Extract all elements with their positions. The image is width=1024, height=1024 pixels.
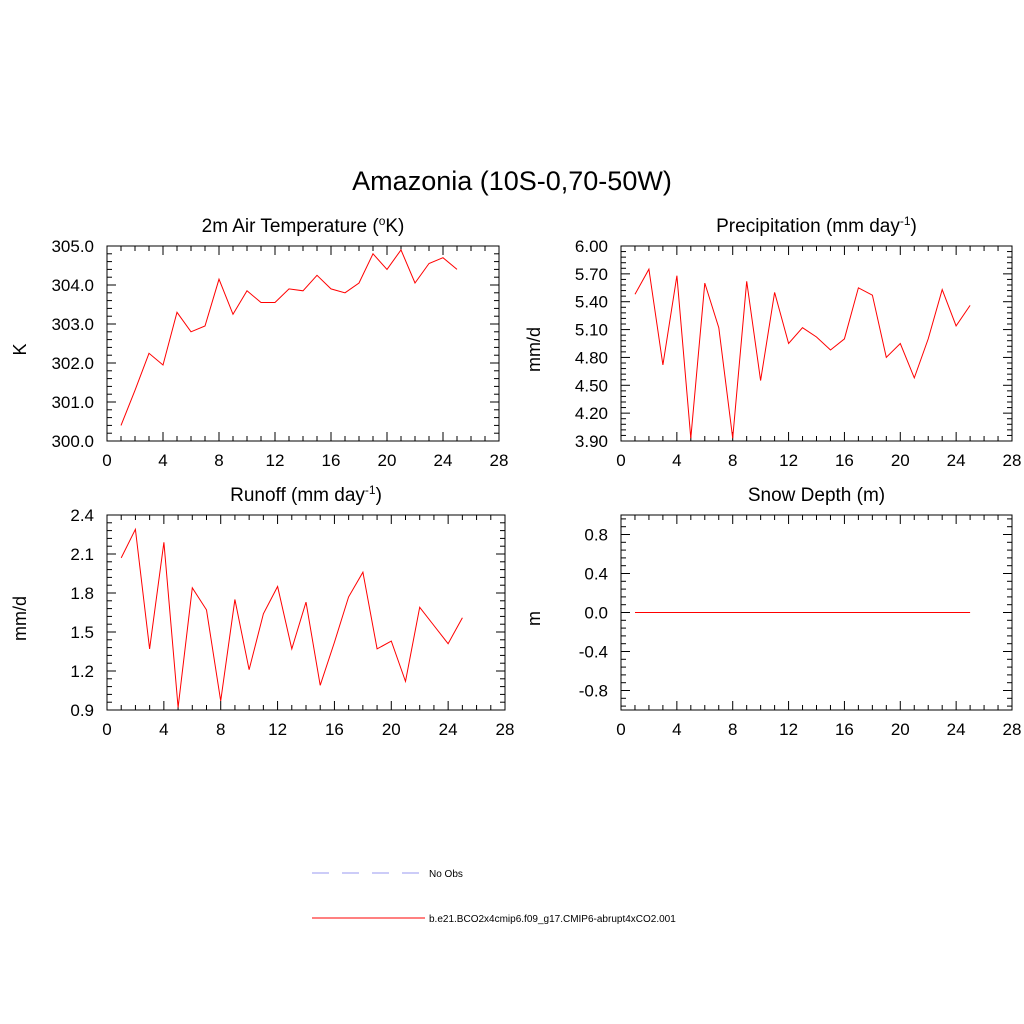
x-tick-label: 8 bbox=[728, 451, 737, 470]
y-axis-label: m bbox=[524, 611, 544, 626]
y-tick-label: 305.0 bbox=[51, 237, 94, 256]
y-tick-label: 0.4 bbox=[584, 565, 608, 584]
x-tick-label: 0 bbox=[616, 720, 625, 739]
x-tick-label: 24 bbox=[947, 720, 966, 739]
y-tick-label: 5.40 bbox=[575, 293, 608, 312]
y-axis-label: mm/d bbox=[524, 327, 544, 372]
y-tick-label: 4.20 bbox=[575, 404, 608, 423]
panel-title: Runoff (mm day-1) bbox=[230, 483, 382, 506]
y-tick-label: 2.1 bbox=[70, 545, 94, 564]
x-tick-label: 8 bbox=[216, 720, 225, 739]
y-tick-label: 6.00 bbox=[575, 237, 608, 256]
x-tick-label: 16 bbox=[835, 451, 854, 470]
chart-panel-2: Precipitation (mm day-1) 0 4 8 12 16 20 24 28 3.9… bbox=[524, 214, 1021, 470]
y-tick-label: 0.8 bbox=[584, 526, 608, 545]
plot-frame bbox=[620, 245, 1013, 442]
x-tick-label: 24 bbox=[439, 720, 458, 739]
x-tick-label: 12 bbox=[779, 720, 798, 739]
y-tick-label: 302.0 bbox=[51, 354, 94, 373]
legend-label-1: No Obs bbox=[429, 869, 463, 880]
x-tick-label: 4 bbox=[159, 720, 168, 739]
x-tick-label: 20 bbox=[382, 720, 401, 739]
y-tick-label: -0.8 bbox=[579, 682, 608, 701]
legend-label-2: b.e21.BCO2x4cmip6.f09_g17.CMIP6-abrupt4x… bbox=[429, 914, 676, 925]
chart-panel-3: Runoff (mm day-1) 0 4 8 12 16 20 24 28 0.9 1.2 1.5 1… bbox=[10, 483, 514, 739]
x-tick-label: 12 bbox=[268, 720, 287, 739]
chart-panel-1: 2m Air Temperature (oK) 0 4 8 12 16 20 24 28 300.… bbox=[10, 214, 508, 470]
x-tick-label: 20 bbox=[891, 720, 910, 739]
figure-title: Amazonia (10S-0,70-50W) bbox=[352, 166, 672, 196]
y-tick-label: 301.0 bbox=[51, 393, 94, 412]
series-line bbox=[120, 248, 458, 426]
panels: 2m Air Temperature (oK) 0 4 8 12 16 20 24 28 300.… bbox=[10, 214, 1021, 739]
x-tick-label: 28 bbox=[496, 720, 515, 739]
x-tick-label: 0 bbox=[102, 451, 111, 470]
x-tick-label: 28 bbox=[1003, 720, 1022, 739]
x-tick-label: 28 bbox=[1003, 451, 1022, 470]
x-tick-label: 8 bbox=[214, 451, 223, 470]
plot-frame bbox=[106, 245, 500, 442]
y-tick-label: 5.10 bbox=[575, 321, 608, 340]
x-tick-label: 4 bbox=[672, 451, 681, 470]
x-tick-label: 16 bbox=[322, 451, 341, 470]
y-tick-label: 4.80 bbox=[575, 348, 608, 367]
x-tick-label: 4 bbox=[158, 451, 167, 470]
x-tick-label: 28 bbox=[490, 451, 509, 470]
y-tick-label: 1.2 bbox=[70, 662, 94, 681]
x-tick-label: 24 bbox=[434, 451, 453, 470]
x-tick-label: 8 bbox=[728, 720, 737, 739]
chart-panel-4: Snow Depth (m) 0 4 8 12 16 20 24 28 -0.8 -0.4 0.0 0.… bbox=[524, 485, 1021, 739]
y-tick-label: 0.0 bbox=[584, 604, 608, 623]
y-tick-label: 303.0 bbox=[51, 315, 94, 334]
panel-title: Snow Depth (m) bbox=[748, 485, 885, 506]
legend: No Obs b.e21.BCO2x4cmip6.f09_g17.CMIP6-ab… bbox=[312, 869, 676, 925]
y-tick-label: 4.50 bbox=[575, 376, 608, 395]
y-tick-label: 5.70 bbox=[575, 265, 608, 284]
x-tick-label: 12 bbox=[266, 451, 285, 470]
y-axis-label: K bbox=[10, 343, 30, 355]
y-tick-label: 300.0 bbox=[51, 432, 94, 451]
x-tick-label: 24 bbox=[947, 451, 966, 470]
x-tick-label: 4 bbox=[672, 720, 681, 739]
x-tick-label: 16 bbox=[325, 720, 344, 739]
x-tick-label: 0 bbox=[102, 720, 111, 739]
series-line bbox=[120, 527, 463, 708]
panel-title: 2m Air Temperature (oK) bbox=[202, 214, 405, 237]
plot-frame bbox=[106, 514, 506, 711]
x-tick-label: 12 bbox=[779, 451, 798, 470]
x-tick-label: 20 bbox=[891, 451, 910, 470]
panel-title: Precipitation (mm day-1) bbox=[716, 214, 917, 237]
y-tick-label: 0.9 bbox=[70, 701, 94, 720]
y-axis-label: mm/d bbox=[10, 596, 30, 641]
y-tick-label: 304.0 bbox=[51, 276, 94, 295]
y-tick-label: -0.4 bbox=[579, 643, 608, 662]
y-tick-label: 3.90 bbox=[575, 432, 608, 451]
x-tick-label: 0 bbox=[616, 451, 625, 470]
x-tick-label: 16 bbox=[835, 720, 854, 739]
y-tick-label: 1.8 bbox=[70, 584, 94, 603]
x-tick-label: 20 bbox=[378, 451, 397, 470]
y-tick-label: 2.4 bbox=[70, 506, 94, 525]
y-tick-label: 1.5 bbox=[70, 623, 94, 642]
series-line bbox=[634, 267, 971, 439]
